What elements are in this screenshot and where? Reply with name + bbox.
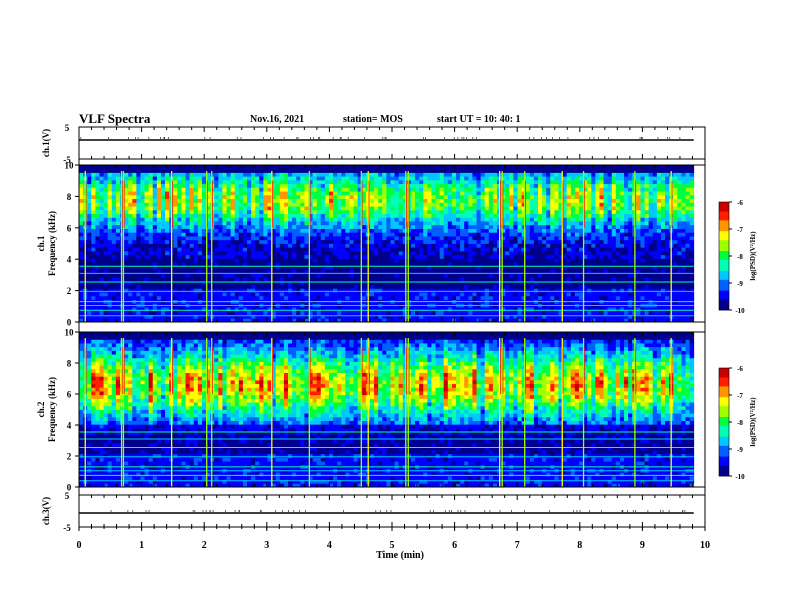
xtick-2: 2 [202, 540, 207, 551]
ch2-spectrogram-ytick-4: 4 [67, 421, 72, 431]
ch1-waveform-ytick-top: 5 [65, 123, 70, 133]
start-time-label: start UT = 10: 40: 1 [437, 114, 521, 125]
ch3-waveform-ytick-top: 5 [65, 491, 70, 501]
chart-title: VLF Spectra [79, 111, 151, 126]
station-label: station= MOS [343, 114, 403, 125]
ch1-spectrogram-cbtick--6: -6 [737, 199, 743, 207]
ch2-spectrogram-cbtick--8: -8 [737, 419, 743, 427]
ch2-spectrogram-cbtick--10: -10 [735, 473, 745, 481]
ch3-waveform-ylabel: ch.3(V) [41, 497, 51, 525]
xtick-3: 3 [264, 540, 269, 551]
ch1-spectrogram-ylabel-channel: ch.1 [36, 235, 46, 251]
date-label: Nov.16, 2021 [250, 114, 305, 125]
ch2-spectrogram-cbtick--9: -9 [737, 446, 743, 454]
ch1-spectrogram-cbtick--9: -9 [737, 280, 743, 288]
ch3-waveform-ytick-bottom: -5 [63, 523, 71, 533]
ch1-spectrogram-cbtick--10: -10 [735, 307, 745, 315]
ch2-spectrogram-ytick-2: 2 [67, 452, 72, 462]
ch1-spectrogram-colorbar [718, 201, 732, 311]
ch2-spectrogram-colorbar [718, 367, 732, 477]
ch1-spectrogram-ytick-4: 4 [67, 255, 72, 265]
xtick-1: 1 [139, 540, 144, 551]
x-axis-label: Time (min) [376, 550, 424, 561]
ch1-spectrogram-ytick-2: 2 [67, 286, 72, 296]
ch1-spectrogram-image [79, 165, 695, 323]
ch1-spectrogram-ytick-6: 6 [67, 223, 72, 233]
xtick-0: 0 [77, 540, 82, 551]
ch1-spectrogram-cbtick--8: -8 [737, 253, 743, 261]
xtick-8: 8 [577, 540, 582, 551]
ch1-spectrogram-ytick-8: 8 [67, 192, 72, 202]
ch1-spectrogram-ylabel: Frequency (kHz) [47, 211, 57, 276]
ch2-spectrogram-ylabel: Frequency (kHz) [47, 377, 57, 442]
xtick-9: 9 [640, 540, 645, 551]
ch2-spectrogram-ytick-6: 6 [67, 390, 72, 400]
ch1-spectrogram-cbtick--7: -7 [737, 226, 743, 234]
ch1-spectrogram-cblabel: log(PSD)(V²/Hz) [749, 231, 757, 281]
xtick-10: 10 [700, 540, 710, 551]
ch1-spectrogram-ytick-10: 10 [65, 161, 75, 171]
ch2-spectrogram-cblabel: log(PSD)(V²/Hz) [749, 397, 757, 447]
ch2-spectrogram-cbtick--7: -7 [737, 392, 743, 400]
ch2-spectrogram-image [79, 332, 695, 488]
xtick-5: 5 [390, 540, 395, 551]
xtick-6: 6 [452, 540, 457, 551]
ch1-waveform-ytick-bottom: -5 [63, 155, 71, 165]
ch2-spectrogram-ylabel-channel: ch.2 [36, 401, 46, 417]
ch1-spectrogram-ytick-0: 0 [67, 318, 72, 328]
ch2-spectrogram-ytick-10: 10 [65, 328, 75, 338]
xtick-7: 7 [515, 540, 520, 551]
ch2-spectrogram-ytick-0: 0 [67, 483, 72, 493]
xtick-4: 4 [327, 540, 332, 551]
ch2-spectrogram-cbtick--6: -6 [737, 365, 743, 373]
ch2-spectrogram-ytick-8: 8 [67, 359, 72, 369]
ch1-waveform-ylabel: ch.1(V) [41, 129, 51, 157]
